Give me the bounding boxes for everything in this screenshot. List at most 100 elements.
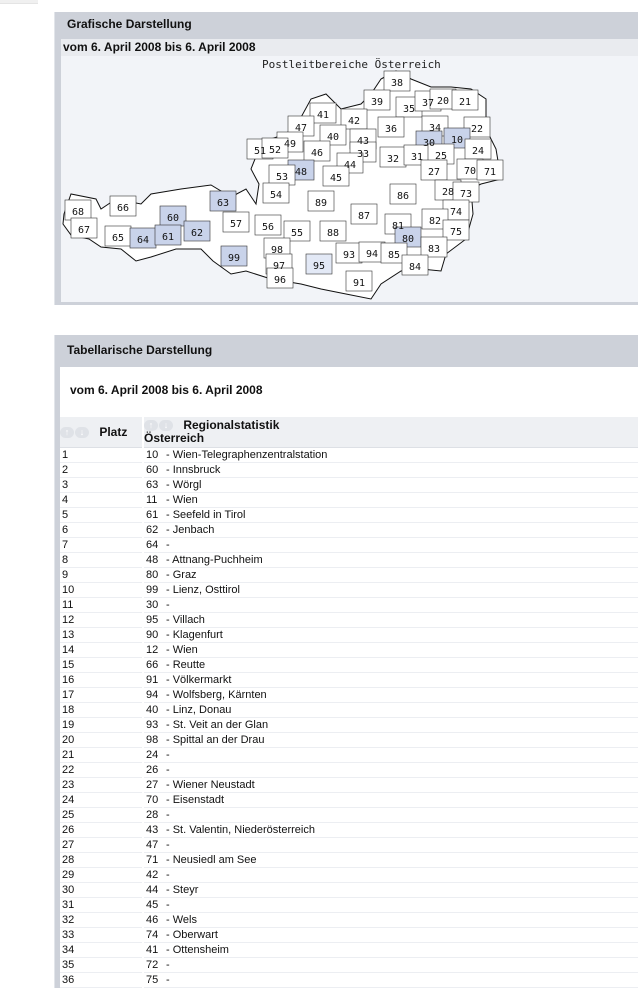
table-row: 7 64-	[60, 537, 638, 553]
postal-code: 30	[146, 599, 159, 611]
postal-region-91[interactable]	[345, 270, 373, 292]
table-row: 22 26-	[60, 762, 638, 778]
postal-region-96[interactable]	[266, 267, 294, 289]
postal-region-36[interactable]	[377, 116, 405, 138]
region-name: -	[166, 869, 170, 881]
column-label-region: Regionalstatistik	[183, 418, 280, 432]
postal-region-22[interactable]	[463, 116, 491, 138]
postal-code: 11	[146, 494, 158, 506]
table-row: 10 99 - Lienz, Osttirol	[60, 582, 638, 598]
sort-down-icon[interactable]: ↓	[159, 420, 173, 432]
region-cell: 48 - Attnang-Puchheim	[142, 552, 638, 568]
postal-region-52[interactable]	[261, 137, 289, 159]
sort-up-icon[interactable]: ↑	[60, 427, 74, 439]
postal-region-75[interactable]	[442, 219, 470, 241]
postal-region-61[interactable]	[154, 224, 182, 246]
region-label: 27	[428, 167, 440, 178]
region-label: 34	[429, 123, 441, 134]
postal-region-89[interactable]	[307, 190, 335, 212]
postal-region-63[interactable]	[209, 190, 237, 212]
region-label: 91	[353, 278, 365, 289]
postal-code: 72	[146, 959, 159, 971]
rank-cell: 3	[60, 477, 143, 493]
region-label: 56	[262, 222, 274, 233]
postal-region-85[interactable]	[380, 242, 408, 264]
postal-region-56[interactable]	[254, 214, 282, 236]
postal-region-86[interactable]	[389, 183, 417, 205]
postal-code: 10	[146, 449, 159, 461]
rank-cell: 2	[60, 462, 143, 478]
region-label: 32	[387, 154, 399, 165]
postal-region-21[interactable]	[451, 89, 479, 111]
region-name: -	[166, 959, 170, 971]
region-label: 48	[295, 167, 307, 178]
postal-region-83[interactable]	[420, 236, 448, 258]
postal-region-67[interactable]	[70, 217, 98, 239]
rank-cell: 14	[60, 642, 143, 658]
postal-code: 47	[146, 839, 159, 851]
postal-region-99[interactable]	[220, 245, 248, 267]
postal-region-46[interactable]	[303, 140, 331, 162]
postal-region-41[interactable]	[309, 102, 337, 124]
postal-code: 66	[146, 659, 159, 671]
region-cell: 72-	[142, 957, 638, 973]
postal-region-84[interactable]	[401, 254, 429, 276]
region-name: - Jenbach	[166, 524, 215, 536]
rank-cell: 30	[60, 882, 143, 898]
postal-region-95[interactable]	[305, 253, 333, 275]
region-cell: 43 - St. Valentin, Niederösterreich	[142, 822, 638, 838]
postal-code: 40	[146, 704, 159, 716]
region-name: - Attnang-Puchheim	[166, 554, 263, 566]
region-name: - Reutte	[166, 659, 206, 671]
postal-region-57[interactable]	[222, 211, 250, 233]
table-section-title: Tabellarische Darstellung	[55, 335, 638, 367]
postal-code: 74	[146, 929, 159, 941]
table-row: 6 62 - Jenbach	[60, 522, 638, 538]
region-label: 57	[230, 219, 242, 230]
postal-region-71[interactable]	[476, 159, 504, 181]
region-label: 40	[327, 132, 339, 143]
region-cell: 10 - Wien-Telegraphenzentralstation	[142, 447, 638, 463]
postal-region-88[interactable]	[319, 220, 347, 242]
postal-code: 94	[146, 689, 159, 701]
sort-up-icon[interactable]: ↑	[144, 420, 158, 432]
rank-cell: 11	[60, 597, 143, 613]
sort-down-icon[interactable]: ↓	[75, 427, 89, 439]
postal-region-40[interactable]	[319, 124, 347, 146]
postal-region-82[interactable]	[421, 208, 449, 230]
postal-region-54[interactable]	[262, 182, 290, 204]
region-label: 83	[428, 244, 440, 255]
postal-region-87[interactable]	[350, 203, 378, 225]
table-row: 4 11 - Wien	[60, 492, 638, 508]
region-label: 39	[371, 97, 383, 108]
postal-region-10[interactable]	[443, 127, 471, 149]
region-label: 61	[162, 232, 174, 243]
postal-code: 43	[146, 824, 159, 836]
postal-region-62[interactable]	[183, 220, 211, 242]
region-name: - Seefeld in Tirol	[166, 509, 246, 521]
region-name: - Spittal an der Drau	[166, 734, 265, 746]
region-cell: 30-	[142, 597, 638, 613]
postal-region-45[interactable]	[322, 165, 350, 187]
region-label: 99	[228, 253, 240, 264]
region-label: 87	[358, 211, 370, 222]
rank-cell: 13	[60, 627, 143, 643]
postal-code: 61	[146, 509, 159, 521]
rank-cell: 22	[60, 762, 143, 778]
region-label: 25	[435, 151, 447, 162]
postal-region-55[interactable]	[283, 220, 311, 242]
postal-code: 44	[146, 884, 159, 896]
region-cell: 24-	[142, 747, 638, 763]
region-cell: 99 - Lienz, Osttirol	[142, 582, 638, 598]
postal-region-27[interactable]	[420, 159, 448, 181]
table-row: 8 48 - Attnang-Puchheim	[60, 552, 638, 568]
table-row: 27 47-	[60, 837, 638, 853]
postal-region-39[interactable]	[363, 89, 391, 111]
table-row: 33 74 - Oberwart	[60, 927, 638, 943]
table-row: 15 66 - Reutte	[60, 657, 638, 673]
rank-cell: 10	[60, 582, 143, 598]
postal-region-38[interactable]	[383, 70, 411, 92]
region-name: - Wiener Neustadt	[166, 779, 255, 791]
region-label: 75	[450, 227, 462, 238]
postal-region-66[interactable]	[109, 195, 137, 217]
